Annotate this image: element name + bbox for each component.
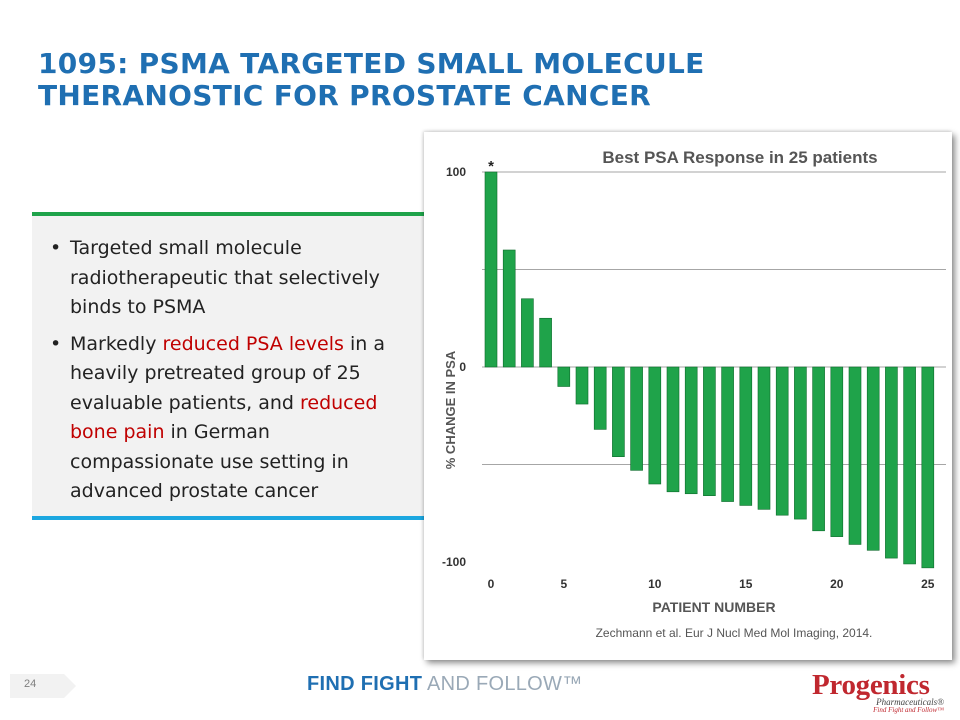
bullet-item-1: • Targeted small molecule radiotherapeut…: [50, 234, 402, 323]
bullet-highlight-psa: reduced PSA levels: [162, 332, 344, 355]
bar-patient-24: [903, 366, 916, 565]
bar-patient-16: [757, 366, 771, 510]
logo-subtitle: Pharmaceuticals®: [876, 697, 944, 707]
bar-patient-11: [666, 366, 680, 493]
chart-y-ticks: 100 0 -100: [442, 165, 466, 569]
x-axis-label: PATIENT NUMBER: [652, 599, 775, 615]
bar-patient-20: [830, 366, 844, 537]
logo-name: Progenics: [812, 669, 930, 701]
bullet-panel: • Targeted small molecule radiotherapeut…: [32, 212, 432, 520]
slide-title: 1095: PSMA TARGETED SMALL MOLECULE THERA…: [38, 48, 738, 112]
x-tick-label: 20: [830, 577, 844, 591]
bar-patient-5: [557, 366, 571, 387]
slide-title-line-2: THERANOSTIC FOR PROSTATE CANCER: [38, 79, 651, 112]
bar-patient-23: [885, 366, 898, 559]
bullet-dot: •: [50, 332, 62, 355]
bar-patient-21: [848, 366, 862, 545]
y-tick-label: 100: [446, 165, 466, 179]
chart-title: Best PSA Response in 25 patients: [602, 148, 877, 167]
bar-patient-18: [794, 366, 807, 520]
logo-tagline: Find Fight and Follow™: [873, 706, 944, 714]
chart-bars: [484, 171, 935, 569]
x-tick-label: 0: [488, 577, 495, 591]
y-axis-label: % CHANGE IN PSA: [443, 350, 458, 469]
bullet-text-1: Targeted small molecule radiotherapeutic…: [70, 237, 380, 318]
bullet-dot: •: [50, 237, 62, 259]
bar-patient-15: [739, 366, 753, 506]
bar-patient-14: [721, 366, 734, 502]
y-tick-label: 0: [459, 360, 466, 374]
bar-patient-9: [630, 366, 643, 471]
chart-card: 100 0 -100 0 5 10 15 20 25 Best PSA Response in…: [424, 132, 952, 660]
progenics-logo: Progenics Pharmaceuticals® Find Fight an…: [812, 670, 948, 716]
x-tick-label: 10: [648, 577, 662, 591]
bar-patient-12: [684, 366, 698, 495]
x-tick-label: 5: [560, 577, 567, 591]
bullet-text-2-pre: Markedly: [70, 332, 163, 355]
bar-patient-25: [921, 366, 935, 569]
chart-x-ticks: 0 5 10 15 20 25: [488, 577, 935, 591]
bullet-text-2-post: in German compassionate use setting in a…: [70, 421, 349, 502]
bar-patient-10: [648, 366, 662, 485]
bullet-highlight-bone-pain: reduced bone pain: [70, 391, 378, 444]
bar-patient-3: [521, 298, 534, 368]
x-tick-label: 25: [921, 577, 935, 591]
tagline-rest: AND FOLLOW™: [422, 673, 583, 695]
bar-patient-8: [612, 366, 625, 457]
bullet-text-2-mid: in a heavily pretreated group of 25 eval…: [70, 332, 385, 414]
bar-patient-1: [484, 171, 498, 368]
bullet-item-2: • Markedly reduced PSA levels in a heavi…: [50, 330, 402, 507]
chart-annotation-asterisk: *: [488, 158, 494, 175]
bar-patient-19: [812, 366, 825, 532]
bullet-list: • Targeted small molecule radiotherapeut…: [32, 216, 432, 507]
bar-patient-22: [866, 366, 880, 551]
y-tick-label: -100: [442, 555, 466, 569]
bar-patient-7: [593, 366, 607, 430]
footer-tagline: FIND FIGHT AND FOLLOW™: [307, 673, 583, 696]
bar-patient-13: [703, 366, 716, 496]
page-number: 24: [24, 678, 37, 690]
tagline-bold: FIND FIGHT: [307, 673, 423, 695]
bar-patient-6: [575, 366, 589, 405]
psa-response-chart: 100 0 -100 0 5 10 15 20 25 Best PSA Response in…: [442, 148, 946, 640]
page-number-tab-shape: [10, 674, 76, 698]
bar-patient-4: [539, 317, 552, 368]
bar-patient-2: [502, 249, 516, 368]
page-number-tab: 24: [10, 674, 76, 698]
x-tick-label: 15: [739, 577, 753, 591]
slide-title-line-1: 1095: PSMA TARGETED SMALL MOLECULE: [38, 47, 705, 80]
bar-patient-17: [775, 366, 789, 516]
chart-source-citation: Zechmann et al. Eur J Nucl Med Mol Imagi…: [596, 626, 873, 640]
